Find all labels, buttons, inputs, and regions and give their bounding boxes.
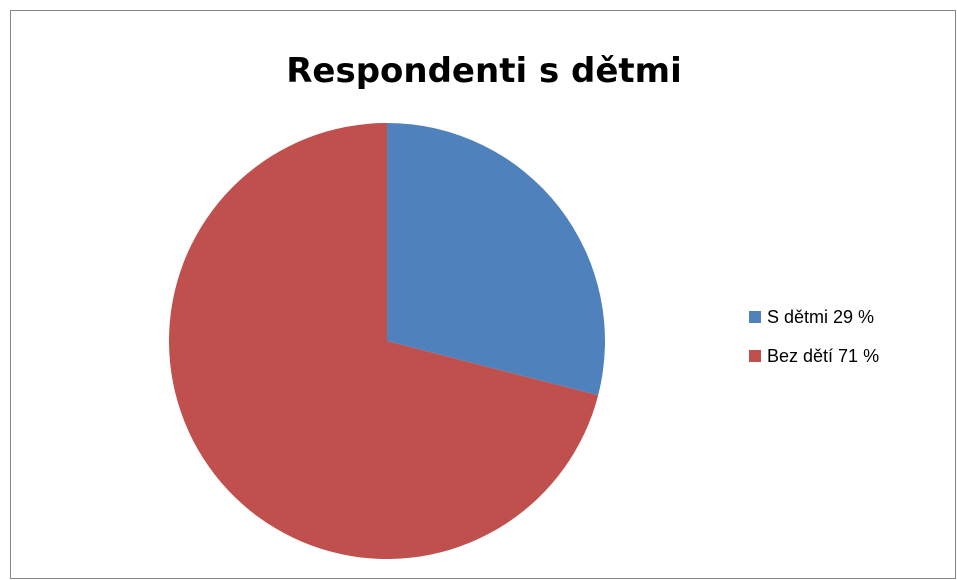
legend-label-1: Bez dětí 71 % (767, 346, 879, 367)
legend-swatch-0 (749, 311, 761, 323)
legend-swatch-1 (749, 350, 761, 362)
chart-area: Respondenti s dětmi S dětmi 29 % Bez dětí… (10, 10, 956, 579)
pie-chart (11, 11, 957, 580)
legend-label-0: S dětmi 29 % (767, 307, 874, 328)
legend: S dětmi 29 % Bez dětí 71 % (749, 307, 879, 385)
legend-item-1: Bez dětí 71 % (749, 346, 879, 366)
legend-item-0: S dětmi 29 % (749, 307, 879, 327)
